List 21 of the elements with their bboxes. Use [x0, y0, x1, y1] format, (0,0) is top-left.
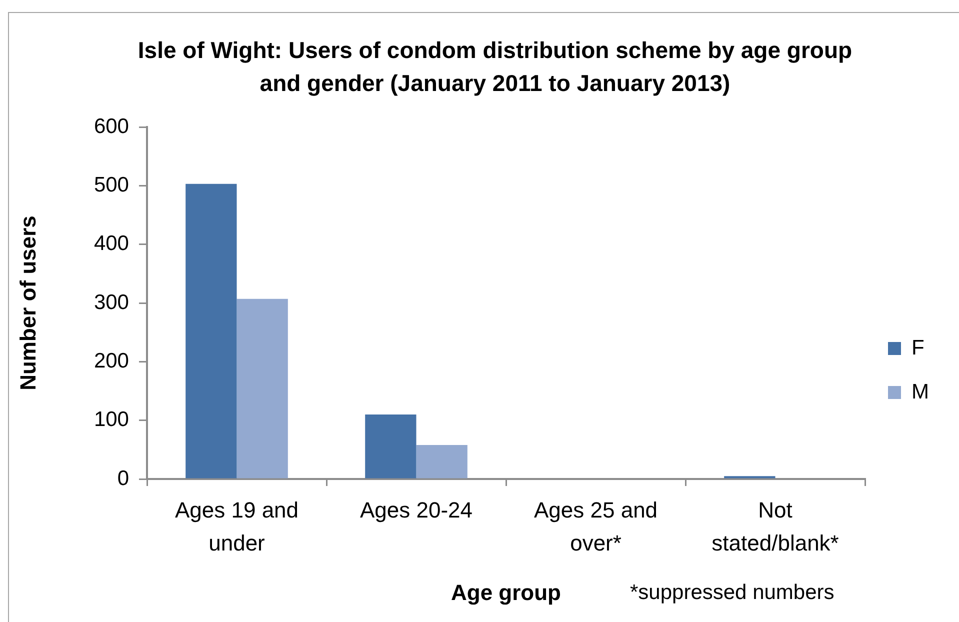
- y-tick-label: 0: [117, 466, 129, 490]
- legend-label: M: [912, 380, 930, 404]
- y-tick-label: 100: [94, 408, 129, 432]
- chart-title: Isle of Wight: Users of condom distribution scheme by age group and gender (January 2011 to January 2013): [136, 36, 854, 98]
- y-tick-label: 300: [94, 290, 129, 314]
- y-tick-label: 500: [94, 173, 129, 196]
- x-tick-label: Not stated/blank*: [712, 498, 840, 556]
- y-tick-label: 600: [94, 114, 129, 138]
- bar: [186, 184, 237, 478]
- x-axis-title: Age group: [451, 580, 562, 605]
- y-tick-label: 200: [94, 349, 129, 372]
- bar: [416, 444, 468, 478]
- bar: [236, 298, 288, 478]
- legend-label: F: [912, 336, 924, 360]
- x-tick-label: Ages 19 and under: [174, 498, 299, 556]
- bar: [365, 414, 416, 478]
- x-tick-label: Ages 25 and over*: [534, 498, 658, 556]
- y-axis-title: Number of users: [15, 216, 40, 390]
- text: *suppressed numbers: [630, 580, 834, 606]
- y-tick-label: 400: [94, 232, 129, 256]
- x-tick-label: Ages 20-24: [360, 498, 473, 523]
